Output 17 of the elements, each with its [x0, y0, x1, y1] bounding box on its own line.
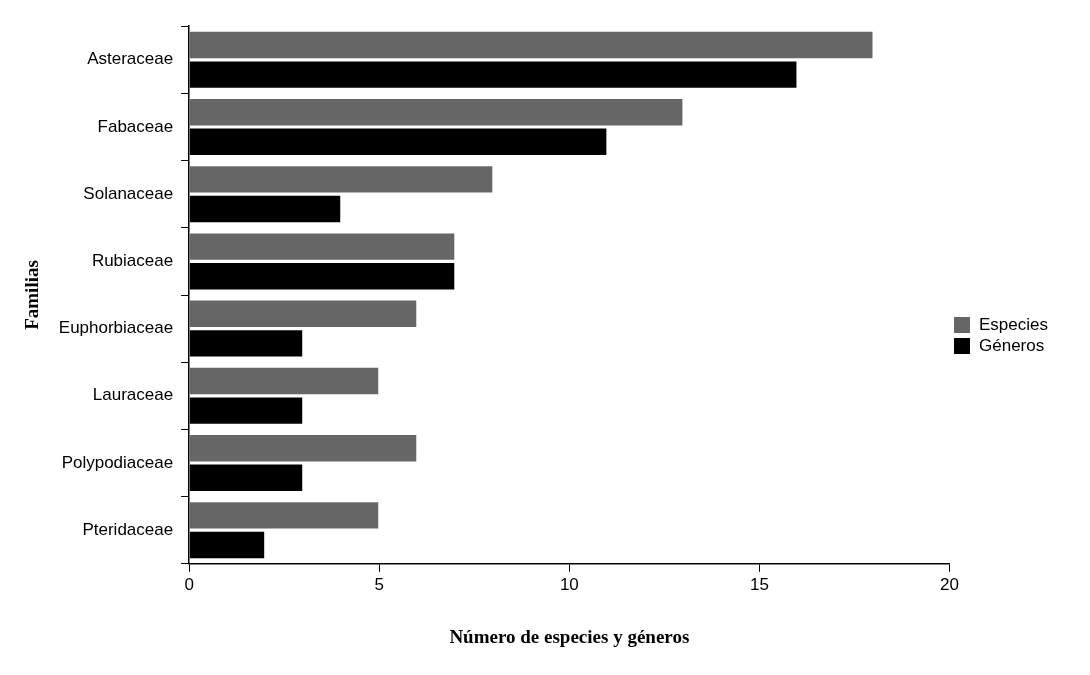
legend-label: Especies: [979, 314, 1048, 334]
y-tick-label: Solanaceae: [83, 183, 174, 203]
y-tick-label: Fabaceae: [97, 116, 174, 136]
legend-label: Géneros: [979, 335, 1045, 355]
x-tick-label: 5: [374, 574, 384, 594]
y-tick-label: Lauraceae: [92, 385, 174, 405]
y-tick-label: Asteraceae: [87, 49, 174, 69]
x-tick-label: 0: [184, 574, 194, 594]
y-tick-label: Pteridaceae: [82, 519, 174, 539]
y-tick-label: Polypodiaceae: [61, 452, 174, 472]
x-tick-label: 10: [559, 574, 579, 594]
y-tick-label: Rubiaceae: [91, 251, 174, 271]
x-tick-label: 15: [749, 574, 769, 594]
x-axis-title: Número de especies y géneros: [449, 625, 690, 647]
y-tick-label: Euphorbiaceae: [58, 318, 174, 338]
y-axis-title: Familias: [21, 260, 43, 330]
x-tick-label: 20: [940, 574, 959, 594]
